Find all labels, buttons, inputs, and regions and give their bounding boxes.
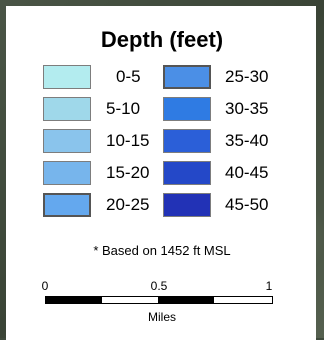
legend-item-10-15: 10-15 xyxy=(43,129,163,155)
legend-swatch xyxy=(43,129,91,153)
legend-label: 5-10 xyxy=(106,99,141,118)
legend-item-20-25: 20-25 xyxy=(43,193,163,219)
legend-swatch xyxy=(163,161,211,185)
legend-swatch xyxy=(43,193,91,217)
legend-label: 10-15 xyxy=(106,131,150,150)
legend-item-30-35: 30-35 xyxy=(163,97,303,123)
legend-swatch xyxy=(163,65,211,89)
legend-swatch xyxy=(163,97,211,121)
legend-swatch xyxy=(43,161,91,185)
legend-swatch xyxy=(163,193,211,217)
legend-label: 15-20 xyxy=(106,163,150,182)
legend-label: 35-40 xyxy=(225,131,269,150)
scale-tick-label: 0 xyxy=(41,279,49,293)
legend-item-15-20: 15-20 xyxy=(43,161,163,187)
legend-label: 45-50 xyxy=(225,195,269,214)
legend-label: 30-35 xyxy=(225,99,269,118)
legend-item-45-50: 45-50 xyxy=(163,193,303,219)
legend-title: Depth (feet) xyxy=(100,27,224,52)
depth-legend: Depth (feet) 0-5 5-10 10-15 15-20 20-25 … xyxy=(6,6,316,340)
legend-item-35-40: 35-40 xyxy=(163,129,303,155)
legend-item-40-45: 40-45 xyxy=(163,161,303,187)
legend-item-0-5: 0-5 xyxy=(43,65,163,91)
legend-item-25-30: 25-30 xyxy=(163,65,303,91)
scale-bar-segment xyxy=(46,297,102,303)
scale-tick-label: 0.5 xyxy=(150,279,168,293)
legend-item-5-10: 5-10 xyxy=(43,97,163,123)
scale-tick-label: 1 xyxy=(265,279,273,293)
datum-note: * Based on 1452 ft MSL xyxy=(93,243,231,258)
legend-label: 20-25 xyxy=(106,195,150,214)
legend-label: 0-5 xyxy=(116,67,141,86)
legend-swatch xyxy=(43,65,91,89)
scale-unit-label: Miles xyxy=(147,310,176,324)
legend-label: 40-45 xyxy=(225,163,269,182)
scale-bar-segment xyxy=(158,297,214,303)
scale-bar xyxy=(45,296,273,304)
legend-swatch xyxy=(163,129,211,153)
legend-label: 25-30 xyxy=(225,67,269,86)
legend-swatch xyxy=(43,97,91,121)
